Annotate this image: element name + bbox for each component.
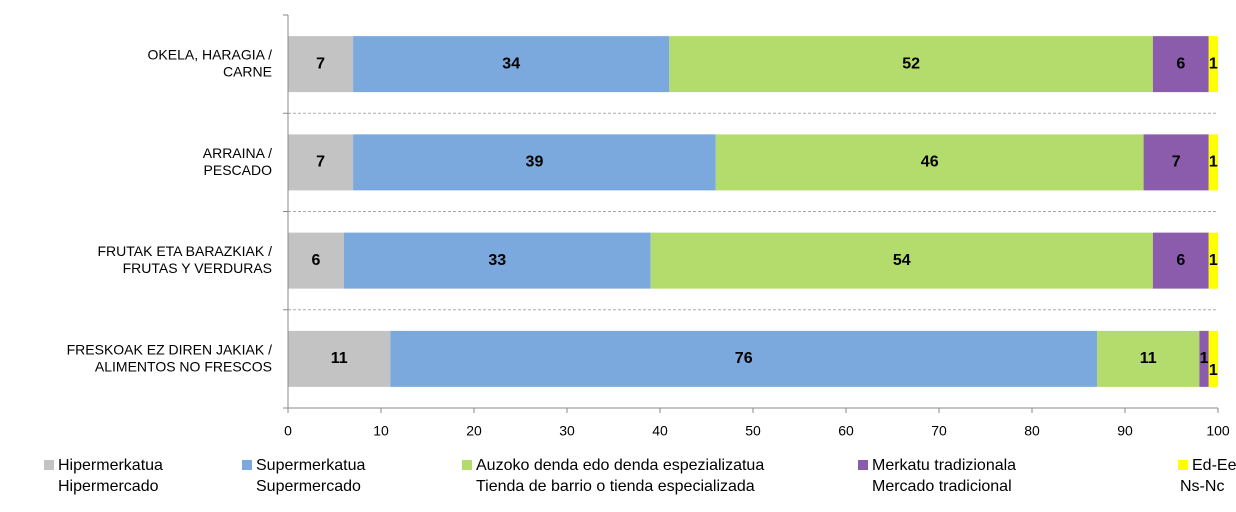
x-tick-label: 0 bbox=[284, 423, 292, 439]
data-label: 1 bbox=[1200, 350, 1209, 367]
bar-segment bbox=[1208, 330, 1218, 387]
bar-segment bbox=[669, 36, 1153, 93]
legend-swatch bbox=[858, 460, 868, 470]
legend-label: Supermerkatua bbox=[256, 457, 365, 474]
bar-segment bbox=[1143, 134, 1209, 191]
bar-segment bbox=[1199, 330, 1209, 387]
category-line: FRUTAS Y VERDURAS bbox=[123, 260, 272, 276]
legend-swatch bbox=[1178, 460, 1188, 470]
data-label: 7 bbox=[316, 154, 325, 171]
x-tick-label: 80 bbox=[1024, 423, 1040, 439]
data-label: 52 bbox=[902, 55, 920, 72]
bar-segment bbox=[715, 134, 1144, 191]
x-tick-label: 20 bbox=[466, 423, 482, 439]
data-label: 7 bbox=[316, 55, 325, 72]
category-line: PESCADO bbox=[204, 162, 273, 178]
data-label: 39 bbox=[526, 154, 544, 171]
bar-segment bbox=[288, 232, 344, 289]
data-label: 1 bbox=[1209, 154, 1218, 171]
data-label: 11 bbox=[331, 350, 348, 367]
data-label: 34 bbox=[502, 55, 520, 72]
category-line: ARRAINA / bbox=[203, 145, 272, 161]
category-label: OKELA, HARAGIA / CARNE bbox=[148, 46, 273, 79]
data-label: 54 bbox=[893, 252, 911, 269]
x-tick-label: 100 bbox=[1206, 423, 1230, 439]
data-label: 6 bbox=[1176, 55, 1185, 72]
data-label: 76 bbox=[735, 350, 753, 367]
bar-segment bbox=[353, 134, 716, 191]
legend-label: Ns-Nc bbox=[1180, 478, 1224, 495]
bar-segment bbox=[650, 232, 1153, 289]
bar-segment bbox=[343, 232, 651, 289]
bar-segment bbox=[1208, 36, 1218, 93]
x-tick-label: 60 bbox=[838, 423, 854, 439]
legend-swatch bbox=[242, 460, 252, 470]
bar-segment bbox=[1208, 232, 1218, 289]
data-label: 6 bbox=[311, 252, 320, 269]
bar-segment bbox=[288, 36, 354, 93]
x-tick-label: 10 bbox=[373, 423, 389, 439]
category-line: ALIMENTOS NO FRESCOS bbox=[95, 358, 272, 374]
category-line: FRUTAK ETA BARAZKIAK / bbox=[97, 243, 272, 259]
legend-label: Merkatu tradizionala bbox=[872, 457, 1016, 474]
legend-label: Hipermercado bbox=[58, 478, 159, 495]
legend-label: Auzoko denda edo denda espezializatua bbox=[476, 457, 764, 474]
data-label: 6 bbox=[1176, 252, 1185, 269]
legend-label: Mercado tradicional bbox=[872, 478, 1012, 495]
x-tick-label: 70 bbox=[931, 423, 947, 439]
data-label: 1 bbox=[1209, 362, 1218, 379]
legend-label: Ed-Ee bbox=[1192, 457, 1236, 474]
x-tick-label: 30 bbox=[559, 423, 575, 439]
category-label: FRUTAK ETA BARAZKIAK / FRUTAS Y VERDURAS bbox=[97, 243, 272, 276]
bar-segment bbox=[288, 134, 354, 191]
legend-swatch bbox=[44, 460, 54, 470]
data-label: 1 bbox=[1209, 252, 1218, 269]
data-label: 46 bbox=[921, 154, 939, 171]
bar-segment bbox=[1208, 134, 1218, 191]
bar-segment bbox=[1152, 232, 1209, 289]
data-label: 33 bbox=[488, 252, 506, 269]
legend-label: Tienda de barrio o tienda especializada bbox=[476, 478, 755, 495]
legend-label: Supermercado bbox=[256, 478, 361, 495]
category-label: ARRAINA / PESCADO bbox=[203, 145, 272, 178]
legend-swatch bbox=[462, 460, 472, 470]
data-label: 11 bbox=[1140, 350, 1157, 367]
bar-segment bbox=[1097, 330, 1200, 387]
data-label: 7 bbox=[1172, 154, 1181, 171]
category-line: FRESKOAK EZ DIREN JAKIAK / bbox=[67, 341, 272, 357]
bar-segment bbox=[390, 330, 1098, 387]
x-tick-label: 40 bbox=[652, 423, 668, 439]
x-tick-label: 50 bbox=[745, 423, 761, 439]
bar-segment bbox=[288, 330, 391, 387]
x-tick-label: 90 bbox=[1117, 423, 1133, 439]
data-label: 1 bbox=[1209, 55, 1218, 72]
legend-label: Hipermerkatua bbox=[58, 457, 163, 474]
category-line: CARNE bbox=[223, 63, 272, 79]
category-line: OKELA, HARAGIA / bbox=[148, 46, 273, 62]
bar-segment bbox=[1152, 36, 1209, 93]
bar-segment bbox=[353, 36, 670, 93]
category-label: FRESKOAK EZ DIREN JAKIAK / ALIMENTOS NO F… bbox=[67, 341, 272, 374]
